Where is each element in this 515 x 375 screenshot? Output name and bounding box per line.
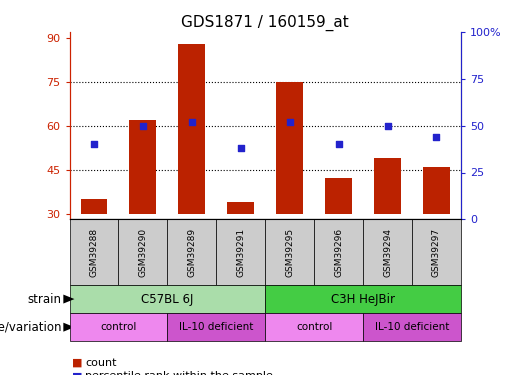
Bar [129,120,157,213]
Bar [314,219,363,285]
Text: GSM39296: GSM39296 [334,228,343,277]
Polygon shape [63,295,75,304]
Text: ■: ■ [72,371,82,375]
Text: C3H HeJBir: C3H HeJBir [331,292,395,306]
Point [139,123,147,129]
Point [90,141,98,147]
Text: GSM39297: GSM39297 [432,228,441,277]
Point [432,134,440,140]
Text: C57BL 6J: C57BL 6J [141,292,194,306]
Bar [70,313,167,341]
Bar [178,44,205,213]
Bar [374,158,401,213]
Bar [265,285,461,313]
Bar [70,219,118,285]
Bar [216,219,265,285]
Text: GSM39295: GSM39295 [285,228,294,277]
Text: IL-10 deficient: IL-10 deficient [375,322,449,332]
Text: count: count [85,358,116,368]
Bar [227,202,254,213]
Text: GSM39291: GSM39291 [236,228,245,277]
Polygon shape [63,322,75,332]
Title: GDS1871 / 160159_at: GDS1871 / 160159_at [181,14,349,30]
Point [383,123,391,129]
Text: GSM39288: GSM39288 [90,228,98,277]
Bar [265,313,363,341]
Bar [412,219,461,285]
Bar [80,199,108,213]
Text: GSM39289: GSM39289 [187,228,196,277]
Point [335,141,343,147]
Bar [118,219,167,285]
Bar [325,178,352,213]
Bar [423,166,450,213]
Bar [276,82,303,213]
Bar [70,285,265,313]
Text: control: control [100,322,136,332]
Text: GSM39294: GSM39294 [383,228,392,277]
Point [285,119,294,125]
Bar [363,219,412,285]
Point [236,145,245,151]
Text: strain: strain [28,292,62,306]
Point [187,119,196,125]
Text: IL-10 deficient: IL-10 deficient [179,322,253,332]
Text: genotype/variation: genotype/variation [0,321,62,334]
Text: GSM39290: GSM39290 [139,228,147,277]
Bar [167,219,216,285]
Bar [167,313,265,341]
Bar [363,313,461,341]
Text: control: control [296,322,332,332]
Bar [265,219,314,285]
Text: ■: ■ [72,358,82,368]
Text: percentile rank within the sample: percentile rank within the sample [85,371,273,375]
